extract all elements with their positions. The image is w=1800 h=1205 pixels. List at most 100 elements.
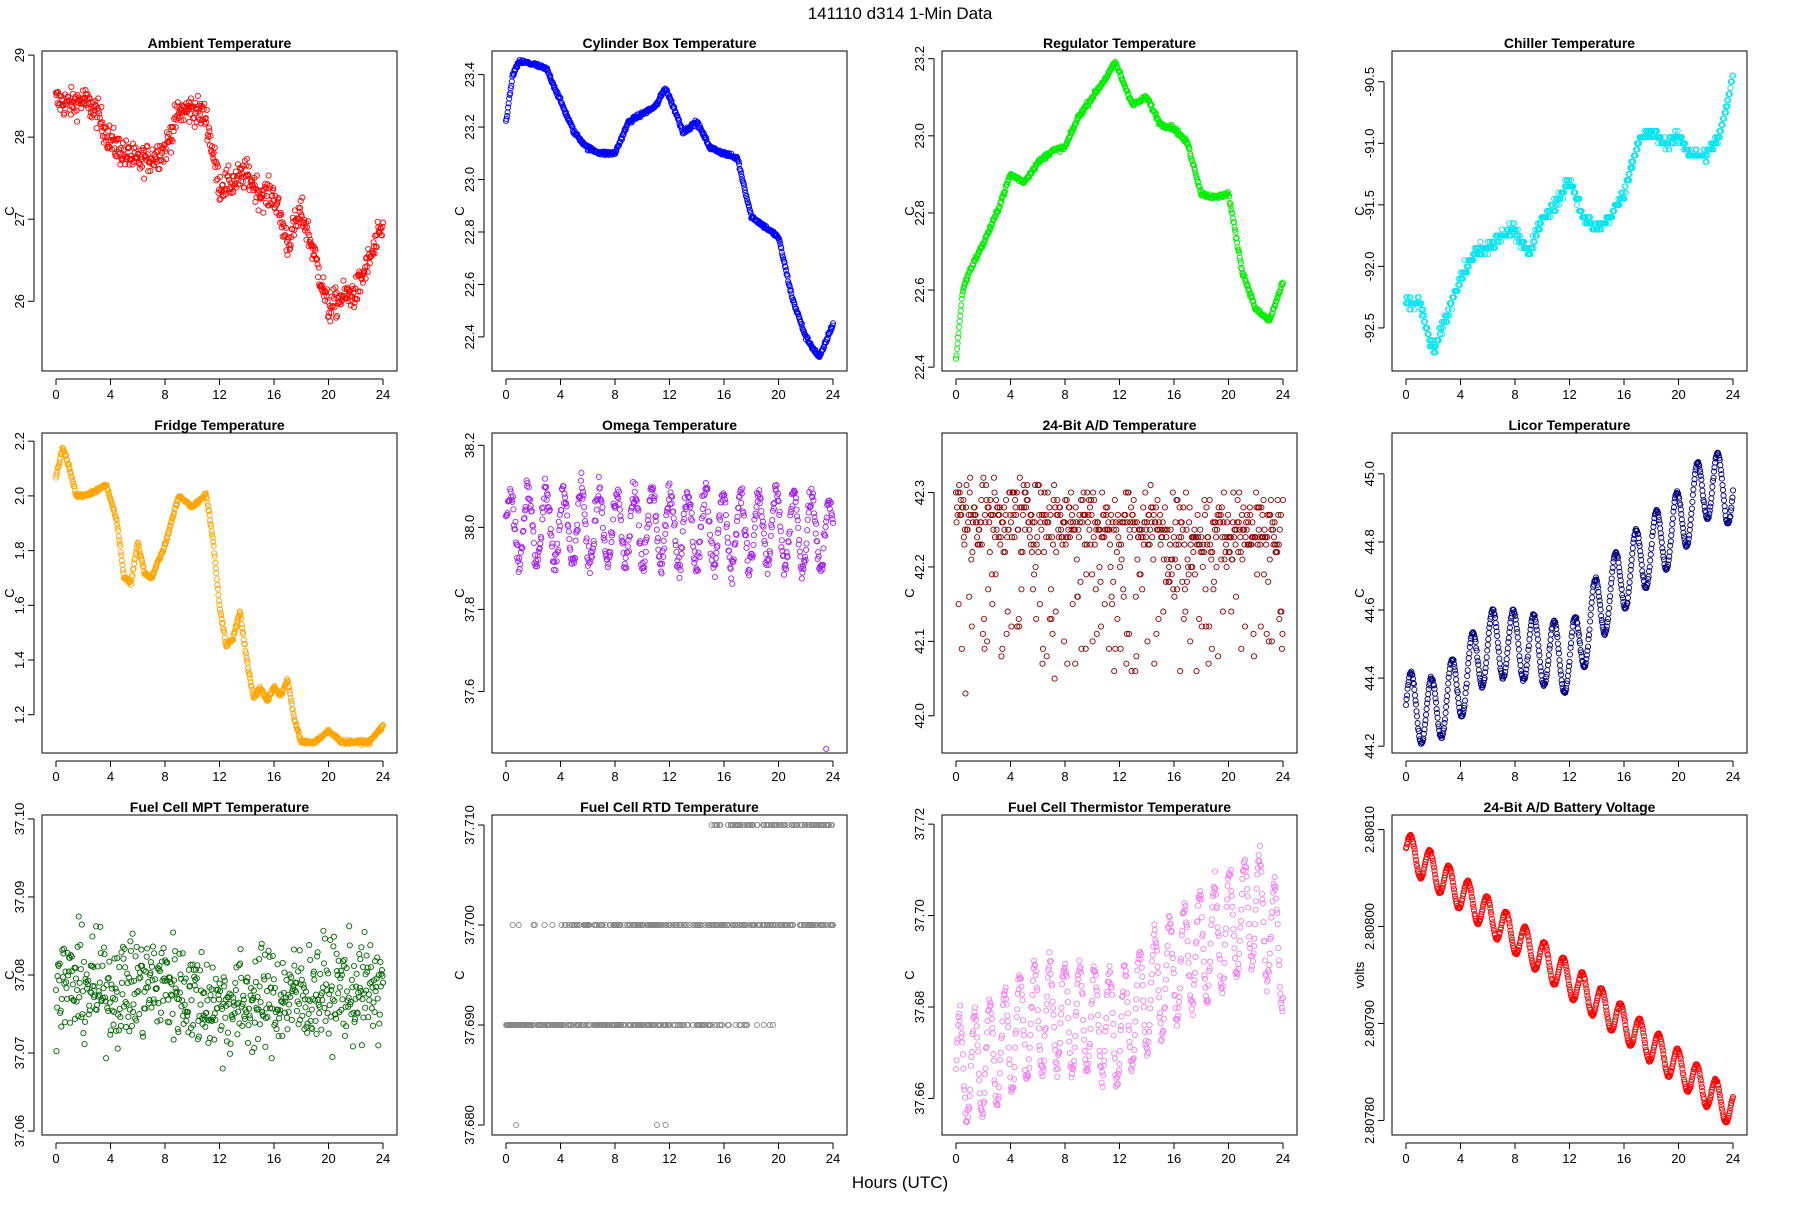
data-point bbox=[1076, 535, 1081, 540]
x-tick-label: 4 bbox=[1457, 387, 1464, 402]
data-point bbox=[341, 278, 346, 283]
data-point bbox=[321, 275, 326, 280]
data-point bbox=[632, 489, 637, 494]
data-point bbox=[1102, 602, 1107, 607]
data-point bbox=[1412, 307, 1417, 312]
data-point bbox=[1194, 669, 1199, 674]
data-point bbox=[1141, 505, 1146, 510]
data-point bbox=[777, 509, 782, 514]
data-point bbox=[1587, 627, 1592, 632]
data-point bbox=[212, 554, 217, 559]
y-tick-label: 23.0 bbox=[462, 167, 477, 192]
data-point bbox=[1515, 630, 1520, 635]
data-point bbox=[987, 550, 992, 555]
data-point bbox=[725, 535, 730, 540]
data-point bbox=[1131, 497, 1136, 502]
data-point bbox=[1497, 656, 1502, 661]
x-tick-label: 20 bbox=[1221, 387, 1235, 402]
data-point bbox=[1484, 655, 1489, 660]
data-point bbox=[1204, 505, 1209, 510]
data-point bbox=[1017, 475, 1022, 480]
data-point bbox=[1170, 490, 1175, 495]
data-point bbox=[1119, 557, 1124, 562]
data-point bbox=[1052, 676, 1057, 681]
data-point bbox=[806, 510, 811, 515]
y-tick-label: 38.0 bbox=[462, 515, 477, 540]
data-point bbox=[761, 531, 766, 536]
data-point bbox=[714, 550, 719, 555]
data-point bbox=[573, 538, 578, 543]
x-tick-label: 8 bbox=[161, 769, 168, 784]
data-point bbox=[1202, 497, 1207, 502]
data-point bbox=[1465, 673, 1470, 678]
data-point bbox=[1084, 572, 1089, 577]
data-point bbox=[1161, 609, 1166, 614]
y-tick-label: 27 bbox=[12, 212, 27, 226]
data-point bbox=[1445, 693, 1450, 698]
data-point bbox=[1444, 698, 1449, 703]
data-point bbox=[578, 478, 583, 483]
data-point bbox=[1223, 542, 1228, 547]
x-tick-label: 20 bbox=[321, 387, 335, 402]
data-point bbox=[964, 483, 969, 488]
data-point bbox=[602, 532, 607, 537]
y-tick-label: 37.6 bbox=[462, 679, 477, 704]
data-point bbox=[1181, 616, 1186, 621]
data-point bbox=[1258, 624, 1263, 629]
data-point bbox=[779, 538, 784, 543]
data-point bbox=[1486, 252, 1491, 257]
data-point bbox=[975, 535, 980, 540]
data-point bbox=[1527, 637, 1532, 642]
data-point bbox=[1487, 621, 1492, 626]
data-point bbox=[261, 210, 266, 215]
data-point bbox=[1171, 535, 1176, 540]
x-tick-label: 0 bbox=[502, 387, 509, 402]
data-point bbox=[1209, 646, 1214, 651]
data-point bbox=[1098, 579, 1103, 584]
data-point bbox=[799, 576, 804, 581]
data-point bbox=[1062, 639, 1067, 644]
data-point bbox=[69, 84, 74, 89]
data-point bbox=[980, 631, 985, 636]
data-point bbox=[1063, 542, 1068, 547]
data-point bbox=[542, 476, 547, 481]
y-axis: 37.637.838.038.2 bbox=[462, 433, 484, 704]
data-point bbox=[958, 308, 963, 313]
data-point bbox=[1036, 550, 1041, 555]
data-point bbox=[1516, 647, 1521, 652]
data-point bbox=[1027, 535, 1032, 540]
data-point bbox=[567, 537, 572, 542]
x-tick-label: 20 bbox=[1671, 387, 1685, 402]
data-point bbox=[1444, 704, 1449, 709]
data-point bbox=[751, 542, 756, 547]
y-axis: 1.21.41.61.82.02.2 bbox=[12, 432, 34, 724]
data-point bbox=[1476, 662, 1481, 667]
data-point bbox=[1235, 497, 1240, 502]
data-point bbox=[1005, 609, 1010, 614]
y-tick-label: 2.0 bbox=[12, 487, 27, 505]
data-point bbox=[1187, 505, 1192, 510]
data-point bbox=[994, 527, 999, 532]
data-point bbox=[1537, 659, 1542, 664]
data-point bbox=[1110, 602, 1115, 607]
data-point bbox=[328, 319, 333, 324]
data-point bbox=[1109, 594, 1114, 599]
data-point bbox=[1094, 631, 1099, 636]
data-point bbox=[1589, 606, 1594, 611]
data-point bbox=[582, 512, 587, 517]
data-point bbox=[1608, 587, 1613, 592]
data-point bbox=[765, 571, 770, 576]
data-point bbox=[655, 536, 660, 541]
data-point bbox=[617, 507, 622, 512]
y-tick-label: 42.1 bbox=[912, 629, 927, 654]
x-tick-label: 24 bbox=[1276, 769, 1290, 784]
data-point bbox=[759, 514, 764, 519]
data-point bbox=[969, 557, 974, 562]
data-point bbox=[1607, 606, 1612, 611]
data-point bbox=[375, 219, 380, 224]
data-point bbox=[761, 524, 766, 529]
data-point bbox=[1029, 550, 1034, 555]
x-tick-label: 4 bbox=[1007, 387, 1014, 402]
